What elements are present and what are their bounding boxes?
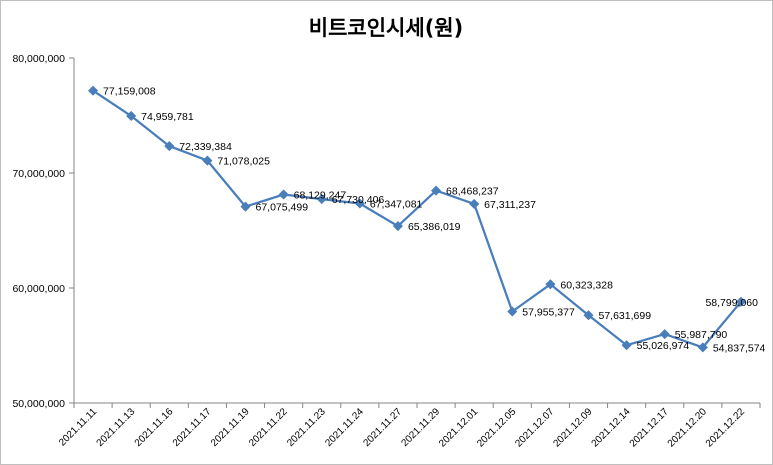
x-tick-label: 2021.12.05: [475, 406, 518, 449]
data-label: 77,159,008: [103, 86, 156, 98]
x-tick-label: 2021.11.16: [133, 406, 176, 449]
x-tick-label: 2021.11.22: [247, 406, 290, 449]
data-label: 68,129,247: [294, 190, 347, 202]
x-axis-ticks: 2021.11.112021.11.132021.11.162021.11.17…: [57, 403, 761, 450]
data-point-marker: [126, 110, 137, 122]
data-point-marker: [659, 328, 670, 340]
x-tick-label: 2021.12.22: [704, 406, 747, 449]
data-point-marker: [316, 193, 327, 205]
data-label: 68,468,237: [446, 186, 499, 198]
data-label: 60,323,328: [560, 279, 613, 291]
data-label: 67,075,499: [256, 202, 309, 214]
y-tick-label: 60,000,000: [12, 283, 65, 295]
x-tick-label: 2021.11.13: [95, 406, 138, 449]
x-tick-label: 2021.11.29: [400, 406, 443, 449]
data-labels: 77,159,008 74,959,781 72,339,384 71,078,025…: [103, 86, 765, 355]
data-point-marker: [202, 155, 213, 166]
data-label: 65,386,019: [408, 221, 461, 233]
x-tick-label: 2021.12.09: [551, 406, 594, 449]
x-tick-label: 2021.11.19: [209, 406, 252, 449]
data-label: 67,730,406: [332, 194, 385, 206]
data-point-marker: [545, 279, 556, 290]
data-point-marker: [735, 296, 747, 307]
series-group: [87, 85, 747, 353]
x-tick-label: 2021.12.20: [666, 406, 709, 449]
data-point-marker: [430, 185, 442, 196]
x-tick-label: 2021.12.14: [590, 406, 633, 449]
data-point-marker: [87, 85, 99, 96]
data-point-marker: [583, 310, 594, 321]
data-point-marker: [240, 201, 251, 212]
data-label: 57,955,377: [522, 307, 575, 319]
data-label: 55,987,790: [675, 329, 728, 341]
chart-title: 비트코인시세(원): [309, 16, 463, 40]
data-point-marker: [469, 198, 480, 210]
x-tick-label: 2021.12.17: [628, 406, 671, 449]
y-axis-ticks: 50,000,000 60,000,000 70,000,000 80,000,000: [12, 53, 74, 410]
data-label: 57,631,699: [599, 310, 652, 322]
x-tick-label: 2021.12.07: [513, 406, 556, 449]
data-point-marker: [354, 198, 365, 209]
data-point-marker: [621, 340, 632, 351]
data-label: 67,311,237: [484, 199, 536, 211]
x-tick-label: 2021.11.17: [171, 406, 214, 449]
data-point-marker: [392, 220, 404, 232]
x-tick-label: 2021.11.27: [361, 406, 404, 449]
x-tick-label: 2021.11.23: [285, 406, 328, 449]
y-tick-label: 80,000,000: [12, 53, 65, 65]
series-line: [92, 89, 742, 349]
data-label: 54,837,574: [713, 342, 766, 354]
data-label: 58,799,060: [705, 297, 758, 309]
x-tick-label: 2021.11.24: [323, 406, 366, 449]
data-label: 72,339,384: [179, 141, 232, 153]
x-tick-label: 2021.11.11: [57, 406, 99, 448]
data-point-marker: [507, 306, 518, 317]
y-tick-label: 50,000,000: [12, 398, 65, 410]
data-point-marker: [697, 342, 708, 353]
data-point-marker: [278, 189, 289, 200]
data-label: 74,959,781: [141, 111, 194, 123]
x-tick-label: 2021.12.01: [437, 406, 480, 449]
data-label: 67,347,081: [370, 199, 423, 211]
data-label: 71,078,025: [217, 156, 270, 168]
y-tick-label: 70,000,000: [12, 168, 65, 180]
data-point-marker: [164, 140, 175, 152]
data-label: 55,026,974: [637, 340, 690, 352]
